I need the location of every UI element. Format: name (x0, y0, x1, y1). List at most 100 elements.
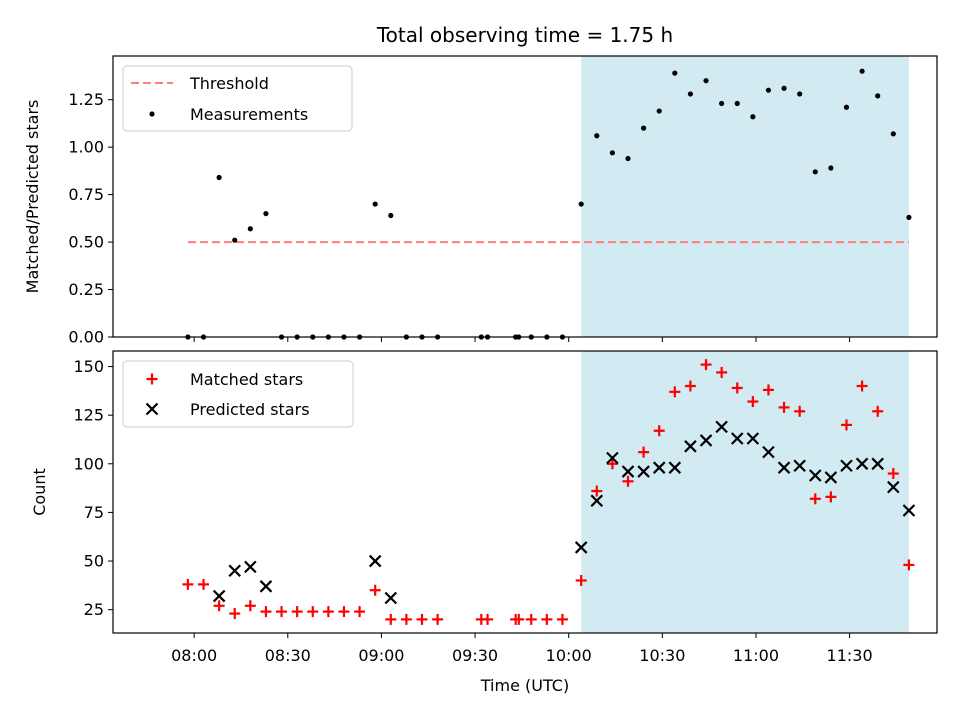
cross-b (808, 469, 822, 482)
matched-point (606, 458, 618, 470)
measurement-point (890, 131, 896, 137)
predicted-point (684, 440, 697, 453)
x-tick-label: 11:00 (733, 646, 779, 665)
x-tick-label: 09:00 (358, 646, 404, 665)
x-axis: 08:00 08:30 09:00 09:30 10:00 10:30 11:00 11:30 (171, 633, 873, 665)
cross-b (840, 459, 853, 473)
matched-point (369, 584, 381, 596)
matched-point (684, 380, 696, 392)
legend-measurements-marker (149, 111, 155, 117)
y-tick-label: 125 (73, 406, 104, 425)
matched-point (307, 606, 319, 618)
cross-b (145, 402, 159, 416)
predicted-point (668, 461, 682, 474)
measurement-point (247, 226, 253, 232)
measurement-point (875, 93, 881, 99)
matched-stars-series (182, 359, 915, 625)
matched-point (338, 606, 350, 618)
cross-b (684, 440, 697, 453)
predicted-point (730, 432, 744, 445)
x-tick-label: 10:30 (639, 646, 685, 665)
measurement-point (750, 114, 756, 120)
y-tick-label: 75 (84, 503, 104, 522)
bottom-legend-box (122, 360, 354, 428)
predicted-point (840, 459, 853, 473)
cross-b (637, 465, 650, 478)
predicted-point (793, 459, 806, 473)
predicted-point (715, 420, 728, 434)
measurement-point (734, 100, 740, 107)
measurement-point (372, 201, 378, 207)
cross-b (855, 457, 869, 471)
y-tick-label: 0.50 (68, 233, 104, 252)
predicted-point (902, 504, 916, 517)
predicted-point (871, 457, 884, 471)
matched-point (840, 419, 852, 431)
predicted-stars-series (212, 420, 916, 605)
matched-point (778, 401, 790, 413)
predicted-point (590, 494, 604, 508)
y-tick-label: 150 (73, 357, 104, 376)
cross-b (652, 461, 666, 474)
predicted-point (637, 465, 650, 478)
cross-b (574, 541, 588, 554)
predicted-point (621, 465, 635, 478)
measurement-point (765, 87, 772, 93)
matched-point (794, 405, 806, 417)
predicted-point (244, 560, 257, 574)
measurement-point (797, 91, 803, 97)
y-tick-label: 100 (73, 454, 104, 473)
predicted-point (762, 445, 775, 459)
cross-b (715, 420, 728, 434)
matched-point (291, 606, 303, 618)
measurement-point (843, 104, 850, 110)
predicted-point (259, 580, 273, 593)
legend-matched-label: Matched stars (190, 370, 303, 389)
cross-b (244, 560, 257, 574)
matched-point (716, 366, 728, 378)
legend-predicted-marker (145, 402, 159, 416)
y-tick-label: 0.25 (68, 280, 104, 299)
predicted-point (606, 451, 619, 465)
cross-b (259, 580, 273, 593)
matched-point (229, 608, 241, 620)
y-tick-label: 1.25 (68, 90, 104, 109)
matched-point (556, 613, 568, 625)
measurement-point (388, 212, 394, 219)
x-axis-label: Time (UTC) (480, 676, 569, 695)
cross-b (621, 465, 635, 478)
measurement-point (625, 155, 631, 162)
matched-point (591, 485, 603, 497)
y-tick-label: 0.00 (68, 328, 104, 347)
cross-b (824, 471, 838, 484)
top-y-axis-label: Matched/Predicted stars (23, 100, 42, 294)
legend-plus-glyph (146, 373, 158, 385)
x-tick-label: 08:00 (171, 646, 217, 665)
measurement-point (578, 201, 584, 207)
cross-b (902, 504, 916, 517)
predicted-point (368, 554, 382, 568)
legend-predicted-label: Predicted stars (190, 400, 310, 419)
cross-b (212, 589, 226, 603)
x-tick-label: 11:30 (827, 646, 873, 665)
measurement-point (687, 91, 694, 97)
top-x-ticks (193, 337, 851, 342)
legend-measurements-label: Measurements (190, 105, 308, 124)
measurement-point (594, 133, 600, 139)
matched-point (354, 606, 366, 618)
cross-b (762, 445, 775, 459)
cross-b (668, 461, 682, 474)
matched-point (182, 578, 194, 590)
predicted-point (228, 564, 242, 578)
measurement-point (906, 214, 912, 220)
cross-b (228, 564, 242, 578)
x-tick-label: 08:30 (265, 646, 311, 665)
measurement-point (781, 85, 787, 91)
y-tick-label: 25 (84, 600, 104, 619)
matched-point (700, 359, 712, 371)
bottom-legend: Matched stars Predicted stars (122, 360, 354, 428)
top-panel: 0.00 0.25 0.50 0.75 1.00 1.25 Matched/Predict… (23, 55, 938, 347)
cross-b (793, 459, 806, 473)
measurement-point (609, 150, 615, 156)
matched-point (213, 600, 225, 612)
